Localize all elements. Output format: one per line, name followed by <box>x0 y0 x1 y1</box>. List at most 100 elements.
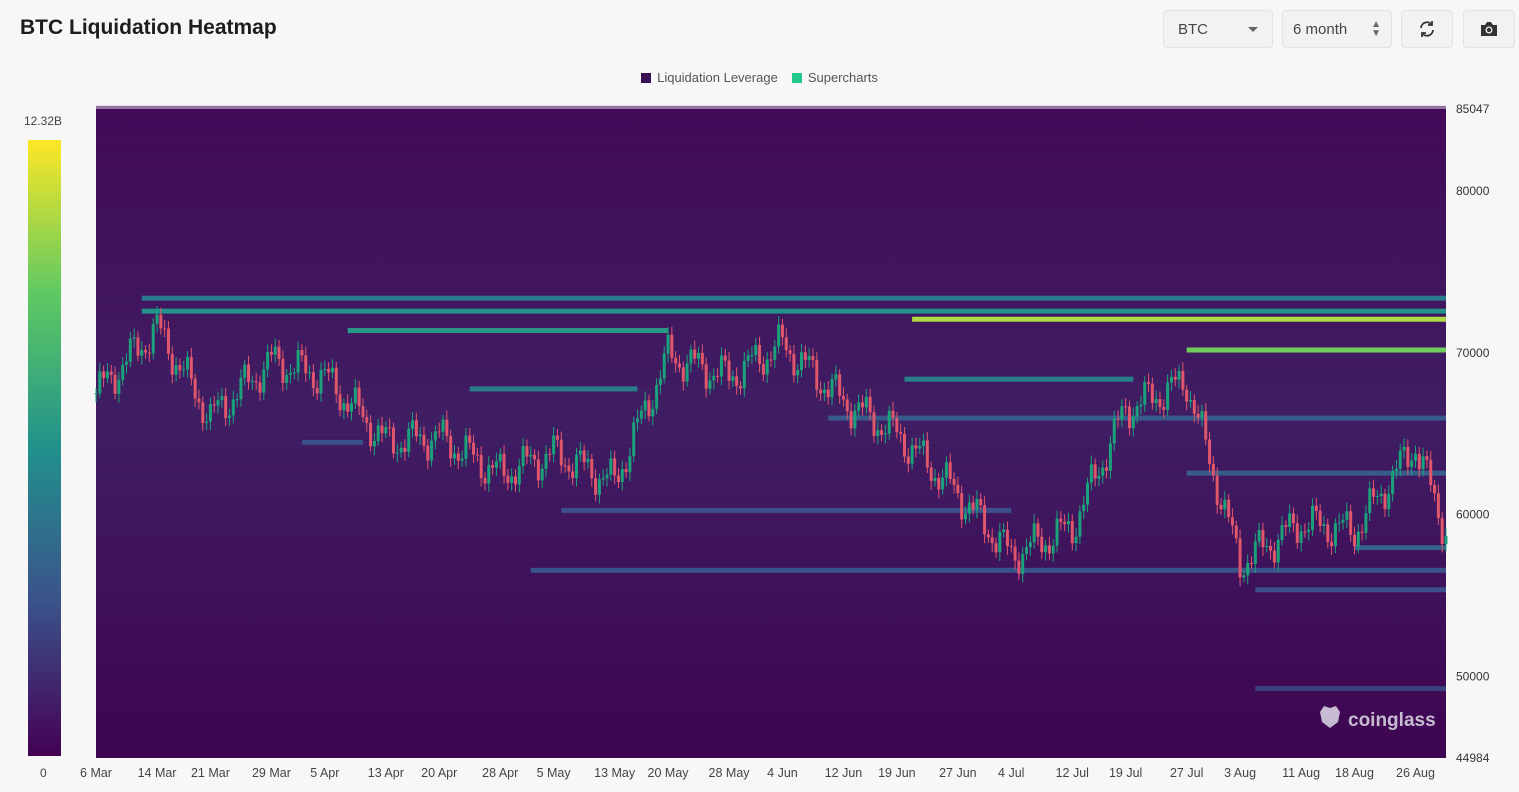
candle-body <box>803 352 807 360</box>
candle-body <box>822 389 826 394</box>
heat-band <box>96 191 1446 195</box>
heat-band <box>96 112 1446 117</box>
heat-band <box>96 740 1446 744</box>
candle-body <box>674 357 678 364</box>
candle-body <box>464 435 468 459</box>
heat-band <box>96 537 1446 541</box>
heat-band <box>96 365 1446 370</box>
candle-body <box>1322 524 1326 526</box>
candle-body <box>513 476 517 485</box>
candle-body <box>1097 475 1101 479</box>
candle-body <box>342 403 346 411</box>
candle-body <box>666 334 670 354</box>
candle-body <box>613 458 617 476</box>
candle-body <box>1177 371 1181 380</box>
heat-band <box>96 733 1446 737</box>
heat-band <box>96 255 1446 260</box>
candle-body <box>1330 541 1334 547</box>
symbol-select[interactable]: BTC <box>1163 10 1273 48</box>
candle-body <box>658 378 662 385</box>
heat-band <box>96 273 1446 277</box>
candle-body <box>1127 406 1131 429</box>
liquidation-level <box>1186 347 1446 353</box>
heat-band <box>96 323 1446 327</box>
candle-body <box>811 356 815 360</box>
candle-body <box>1124 406 1128 408</box>
candle-body <box>1185 389 1189 402</box>
heat-band <box>96 683 1446 687</box>
candle-body <box>1291 513 1295 524</box>
candle-body <box>800 352 804 370</box>
candle-body <box>136 337 140 356</box>
y-tick-label: 85047 <box>1456 102 1490 116</box>
refresh-button[interactable] <box>1401 10 1453 48</box>
candle-body <box>418 434 422 437</box>
heat-band <box>96 422 1446 427</box>
legend-item-supercharts[interactable]: Supercharts <box>791 70 878 85</box>
heat-band <box>96 693 1446 698</box>
candle-body <box>369 422 373 447</box>
candle-body <box>1005 529 1009 547</box>
candle-body <box>449 435 453 459</box>
heat-band <box>96 686 1446 691</box>
candle-body <box>746 355 750 361</box>
candle-body <box>1116 418 1120 420</box>
heat-band <box>96 640 1446 644</box>
x-tick-label: 12 Jul <box>1056 766 1089 780</box>
candle-body <box>1074 536 1078 544</box>
heat-band <box>96 408 1446 413</box>
candle-body <box>102 371 106 379</box>
heat-band <box>96 326 1446 331</box>
candle-body <box>853 410 857 429</box>
candle-body <box>883 433 887 435</box>
candle-body <box>452 453 456 459</box>
y-tick-label: 44984 <box>1456 751 1490 765</box>
heat-band <box>96 619 1446 623</box>
candle-body <box>1230 517 1234 526</box>
candle-body <box>334 367 338 395</box>
heat-band <box>96 319 1446 324</box>
legend-item-liquidation[interactable]: Liquidation Leverage <box>641 70 778 85</box>
heat-band <box>96 583 1446 587</box>
candle-body <box>426 445 430 461</box>
heat-band <box>96 426 1446 431</box>
y-tick-label: 80000 <box>1456 184 1490 198</box>
heat-band <box>96 251 1446 256</box>
candle-body <box>1051 545 1055 554</box>
candle-body <box>163 328 167 330</box>
candle-body <box>975 498 979 510</box>
candle-body <box>700 352 704 365</box>
candle-body <box>1345 511 1349 520</box>
camera-button[interactable] <box>1463 10 1515 48</box>
candle-body <box>1394 468 1398 471</box>
candle-body <box>258 382 262 393</box>
candle-body <box>311 372 315 388</box>
x-tick-label: 27 Jul <box>1170 766 1203 780</box>
candle-body <box>407 428 411 452</box>
candle-body <box>1047 545 1051 554</box>
candle-body <box>838 374 842 396</box>
candle-body <box>166 328 170 354</box>
heat-band <box>96 512 1446 516</box>
heat-band <box>96 394 1446 399</box>
heat-band <box>96 137 1446 142</box>
heat-band <box>96 141 1446 146</box>
candle-body <box>918 446 922 449</box>
x-tick-label: 5 Apr <box>310 766 339 780</box>
candle-body <box>1387 493 1391 510</box>
liquidation-level <box>141 295 1447 301</box>
candle-body <box>1398 450 1402 469</box>
heat-band <box>96 465 1446 470</box>
heat-band <box>96 626 1446 630</box>
candle-body <box>411 420 415 429</box>
candle-body <box>1406 446 1410 468</box>
range-select[interactable]: 6 month ▲ ▼ <box>1282 10 1392 48</box>
heat-band <box>96 554 1446 559</box>
x-tick-label: 26 Aug <box>1396 766 1435 780</box>
x-tick-label: 13 May <box>594 766 636 780</box>
candle-body <box>502 453 506 476</box>
candle-body <box>277 346 281 359</box>
candle-body <box>517 466 521 485</box>
candle-body <box>247 364 251 382</box>
